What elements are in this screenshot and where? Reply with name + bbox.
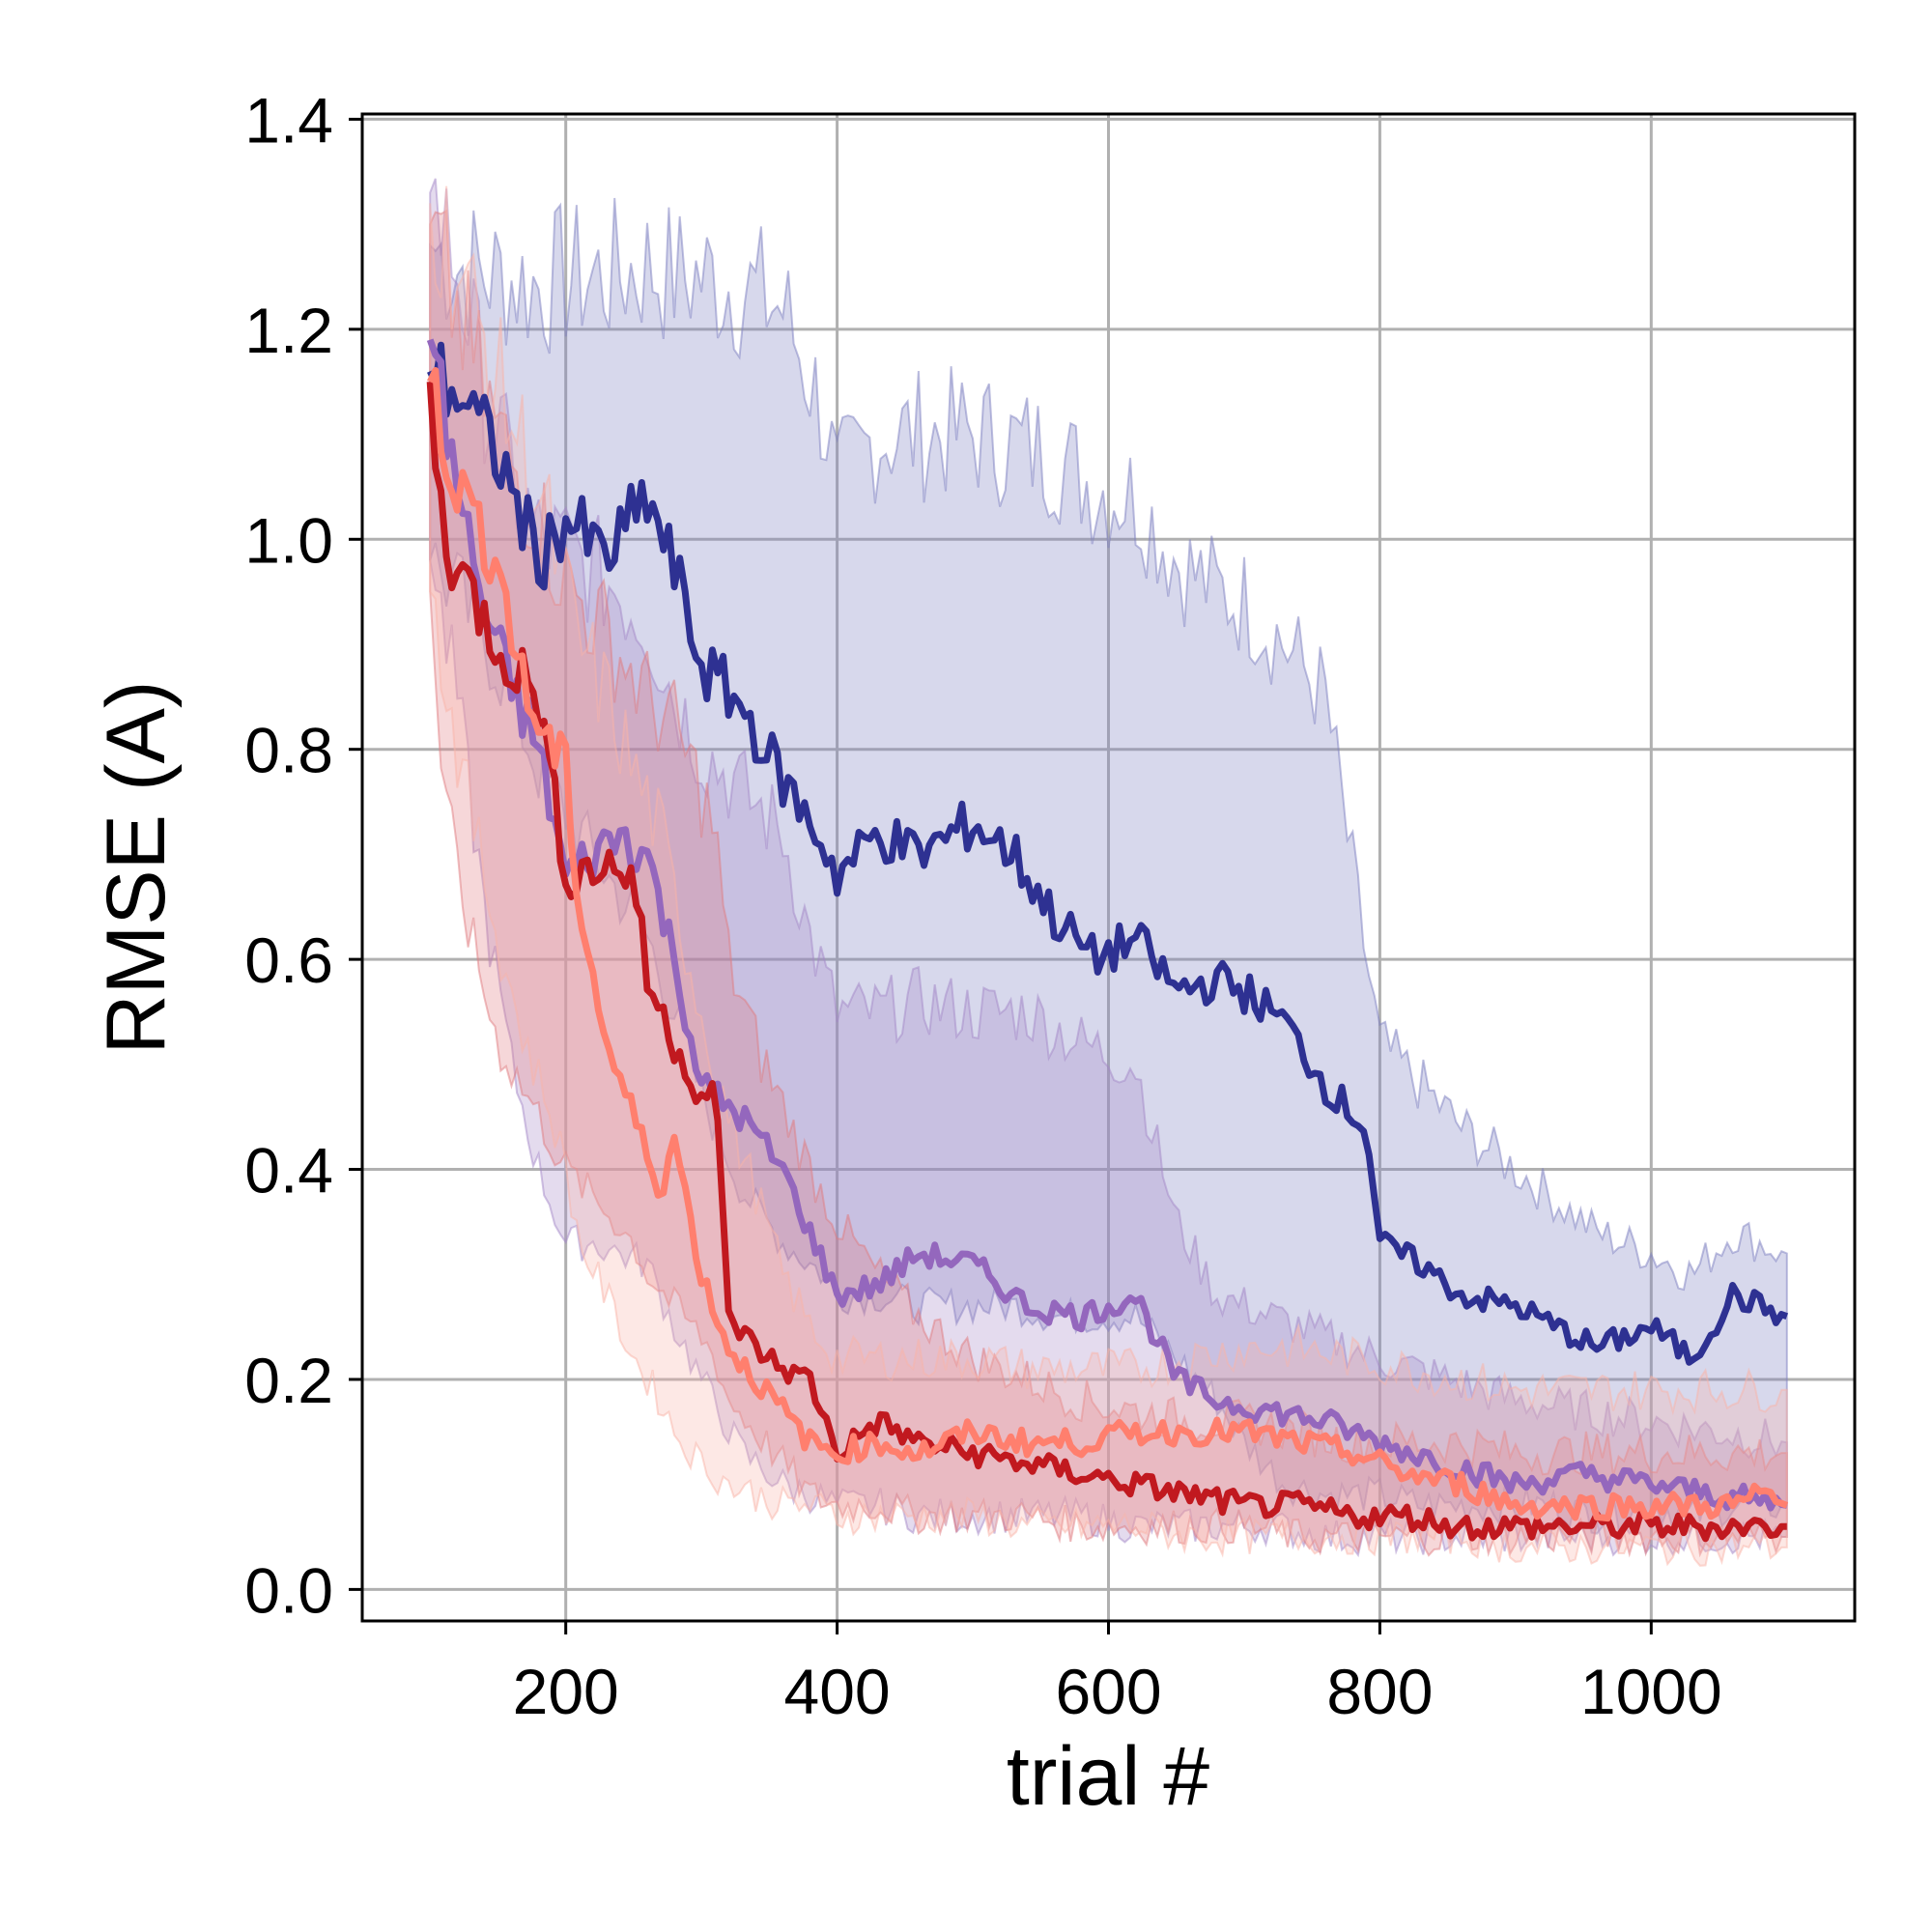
x-tick-label: 600: [1055, 1656, 1161, 1727]
x-axis-label: trial #: [1007, 1730, 1209, 1823]
y-tick-label: 0.8: [244, 715, 333, 786]
series-lines: [426, 338, 1789, 1543]
y-tick-label: 0.4: [244, 1135, 333, 1207]
x-tick-label: 200: [513, 1656, 619, 1727]
x-tick-label: 1000: [1580, 1656, 1722, 1727]
uncertainty-bands: [429, 178, 1788, 1567]
series-line-0: [427, 341, 1789, 1366]
y-tick-label: 1.4: [244, 84, 333, 156]
y-tick-label: 1.0: [244, 504, 333, 576]
series-line-2: [426, 381, 1787, 1543]
x-tick-label: 400: [784, 1656, 891, 1727]
series-line-1: [426, 338, 1788, 1512]
y-tick-label: 0.6: [244, 924, 333, 996]
y-axis-label: RMSE (A): [90, 681, 183, 1055]
series-line-3: [427, 367, 1789, 1522]
y-tick-label: 0.0: [244, 1554, 333, 1626]
grid: [362, 114, 1855, 1621]
series-band-3: [429, 185, 1788, 1567]
axis-ticks: 200 400 600 800 1000 0.0 0.2 0.4 0.6 0.8 1.0 1.2 1.4: [244, 84, 1721, 1727]
y-tick-label: 1.2: [244, 295, 333, 366]
x-tick-label: 800: [1326, 1656, 1433, 1727]
y-tick-label: 0.2: [244, 1345, 333, 1416]
